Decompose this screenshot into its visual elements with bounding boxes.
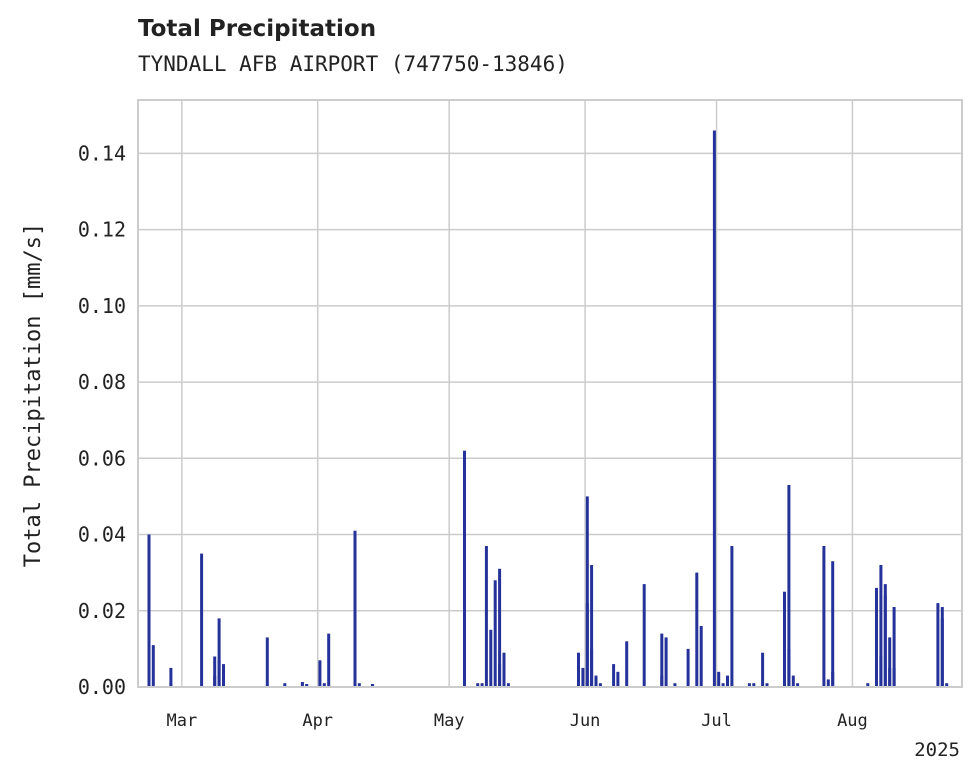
y-tick-label: 0.04 bbox=[78, 523, 126, 547]
y-tick-label: 0.00 bbox=[78, 675, 126, 699]
precipitation-bar bbox=[695, 572, 699, 687]
precipitation-bar bbox=[590, 565, 594, 687]
precipitation-bar bbox=[686, 648, 690, 687]
precipitation-bar bbox=[305, 684, 309, 687]
precipitation-bar bbox=[476, 683, 480, 687]
precipitation-bar bbox=[318, 660, 322, 687]
precipitation-bar bbox=[327, 633, 331, 687]
precipitation-bar bbox=[945, 683, 949, 687]
precipitation-bar bbox=[594, 675, 598, 687]
precipitation-bar bbox=[213, 675, 217, 687]
precipitation-bar bbox=[213, 656, 217, 687]
precipitation-bar bbox=[151, 645, 155, 687]
x-tick-label: Jun bbox=[570, 711, 601, 731]
x-tick-label: Mar bbox=[166, 711, 197, 731]
precipitation-bar bbox=[577, 652, 580, 687]
x-tick-label: May bbox=[434, 711, 465, 731]
precipitation-bar bbox=[879, 565, 883, 687]
precipitation-bar bbox=[322, 683, 326, 687]
y-tick-label: 0.12 bbox=[78, 218, 126, 242]
y-tick-label: 0.06 bbox=[78, 446, 126, 470]
precipitation-bar bbox=[169, 683, 173, 687]
precipitation-bar bbox=[660, 633, 664, 687]
precipitation-bar bbox=[866, 683, 870, 687]
precipitation-bar bbox=[585, 603, 589, 687]
x-axis-ticks: Mar Apr May Jun Jul Aug bbox=[166, 711, 867, 731]
precipitation-bar bbox=[493, 580, 497, 687]
precipitation-bar bbox=[642, 584, 646, 687]
precipitation-bar bbox=[879, 656, 883, 687]
precipitation-bar bbox=[783, 591, 786, 687]
precipitation-bar bbox=[717, 671, 721, 687]
precipitation-bar bbox=[747, 683, 751, 687]
x-tick-label: Apr bbox=[302, 711, 333, 731]
precipitation-bar bbox=[147, 534, 151, 687]
y-axis-ticks: 0.00 0.02 0.04 0.06 0.08 0.10 0.12 0.14 bbox=[78, 141, 126, 699]
precipitation-bar bbox=[502, 652, 506, 687]
precipitation-bar bbox=[581, 667, 585, 687]
precipitation-bar bbox=[712, 130, 716, 687]
precipitation-bars bbox=[147, 130, 949, 687]
grid-lines bbox=[138, 100, 962, 688]
chart-subtitle: TYNDALL AFB AIRPORT (747750-13846) bbox=[138, 52, 568, 76]
precipitation-bar bbox=[585, 496, 589, 687]
y-axis-label: Total Precipitation [mm/s] bbox=[21, 223, 46, 567]
y-tick-label: 0.08 bbox=[78, 370, 126, 394]
precipitation-bar bbox=[371, 684, 374, 687]
precipitation-bar bbox=[506, 683, 510, 687]
precipitation-bar bbox=[673, 683, 677, 687]
precipitation-bar bbox=[791, 675, 795, 687]
y-tick-label: 0.14 bbox=[78, 141, 126, 165]
precipitation-bar bbox=[353, 645, 357, 687]
precipitation-bar bbox=[357, 683, 361, 687]
precipitation-bar bbox=[892, 607, 896, 687]
precipitation-bar bbox=[660, 675, 664, 687]
precipitation-bar bbox=[888, 667, 892, 687]
precipitation-bar bbox=[936, 603, 940, 687]
precipitation-bar bbox=[888, 637, 892, 687]
precipitation-bar bbox=[892, 667, 896, 687]
precipitation-bar bbox=[616, 671, 620, 687]
precipitation-bar bbox=[300, 682, 304, 687]
precipitation-bar bbox=[875, 587, 878, 687]
precipitation-bar bbox=[765, 683, 769, 687]
precipitation-bar bbox=[222, 664, 225, 687]
precipitation-bar bbox=[831, 561, 835, 687]
precipitation-bar bbox=[730, 546, 734, 687]
precipitation-bar bbox=[489, 629, 493, 687]
precipitation-bar bbox=[940, 618, 944, 687]
precipitation-bar bbox=[353, 530, 357, 687]
x-tick-label: Aug bbox=[837, 711, 868, 731]
precipitation-bar bbox=[625, 641, 629, 687]
precipitation-bar bbox=[598, 683, 602, 687]
y-tick-label: 0.02 bbox=[78, 599, 126, 623]
precipitation-bar bbox=[664, 637, 668, 687]
precipitation-bar bbox=[265, 637, 269, 687]
precipitation-bar bbox=[498, 568, 502, 687]
precipitation-bar bbox=[761, 652, 765, 687]
precipitation-bar bbox=[699, 626, 703, 687]
plot-frame bbox=[137, 99, 963, 688]
precipitation-bar bbox=[726, 675, 729, 687]
precipitation-bar bbox=[217, 618, 221, 687]
precipitation-bar bbox=[484, 546, 488, 687]
precipitation-bar bbox=[752, 683, 756, 687]
y-tick-label: 0.10 bbox=[78, 294, 126, 318]
precipitation-bar bbox=[822, 546, 826, 687]
precipitation-bar bbox=[826, 679, 830, 687]
precipitation-bar bbox=[721, 683, 725, 687]
precipitation-bar bbox=[169, 667, 173, 687]
precipitation-bar bbox=[883, 595, 887, 687]
precipitation-bar bbox=[200, 553, 204, 687]
chart-title: Total Precipitation bbox=[138, 16, 377, 42]
x-axis-year-label: 2025 bbox=[914, 739, 960, 761]
x-tick-label: Jul bbox=[701, 711, 732, 731]
precipitation-bar bbox=[612, 664, 616, 687]
precipitation-bar bbox=[796, 683, 800, 687]
precipitation-bar bbox=[463, 450, 466, 687]
precipitation-bar bbox=[480, 683, 484, 687]
precipitation-bar bbox=[787, 485, 791, 687]
precipitation-bar bbox=[283, 683, 287, 687]
